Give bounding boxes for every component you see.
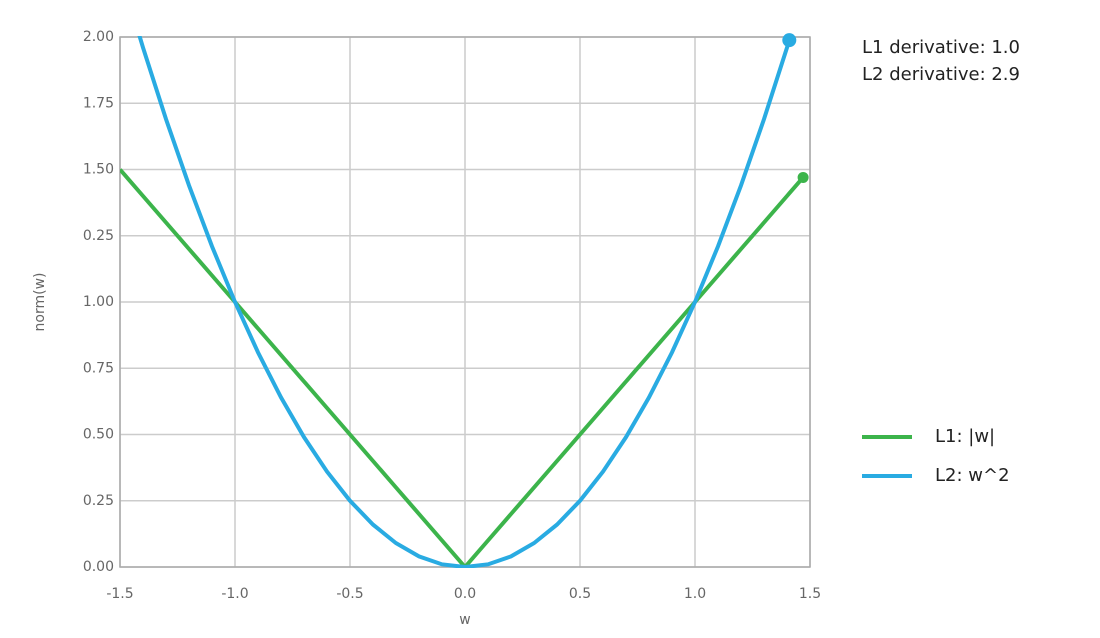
annotation: L1 derivative: 1.0 (862, 37, 1020, 58)
x-tick-label: 1.0 (684, 586, 706, 602)
x-tick-label: 0.0 (454, 586, 476, 602)
y-tick-label: 0.25 (83, 493, 114, 509)
annotation: L2 derivative: 2.9 (862, 64, 1020, 85)
y-tick-label: 1.50 (83, 162, 114, 178)
y-tick-label: 0.25 (83, 228, 114, 244)
x-tick-label: 1.5 (799, 586, 821, 602)
y-tick-label: 2.00 (83, 29, 114, 45)
y-tick-label: 1.75 (83, 95, 114, 111)
y-tick-label: 0.50 (83, 427, 114, 443)
series-line (137, 36, 792, 568)
legend-label: L2: w^2 (935, 465, 1010, 486)
end-marker (797, 171, 809, 183)
x-tick-label: -1.5 (106, 586, 133, 602)
end-marker (782, 33, 797, 48)
x-tick-label: 0.5 (569, 586, 591, 602)
y-axis-label: norm(w) (32, 273, 48, 332)
x-tick-label: -1.0 (221, 586, 248, 602)
legend-label: L1: |w| (935, 426, 995, 447)
x-tick-label: -0.5 (336, 586, 363, 602)
x-axis-label: w (459, 612, 470, 628)
y-tick-label: 1.00 (83, 294, 114, 310)
y-tick-label: 0.00 (83, 559, 114, 575)
y-tick-label: 0.75 (83, 360, 114, 376)
